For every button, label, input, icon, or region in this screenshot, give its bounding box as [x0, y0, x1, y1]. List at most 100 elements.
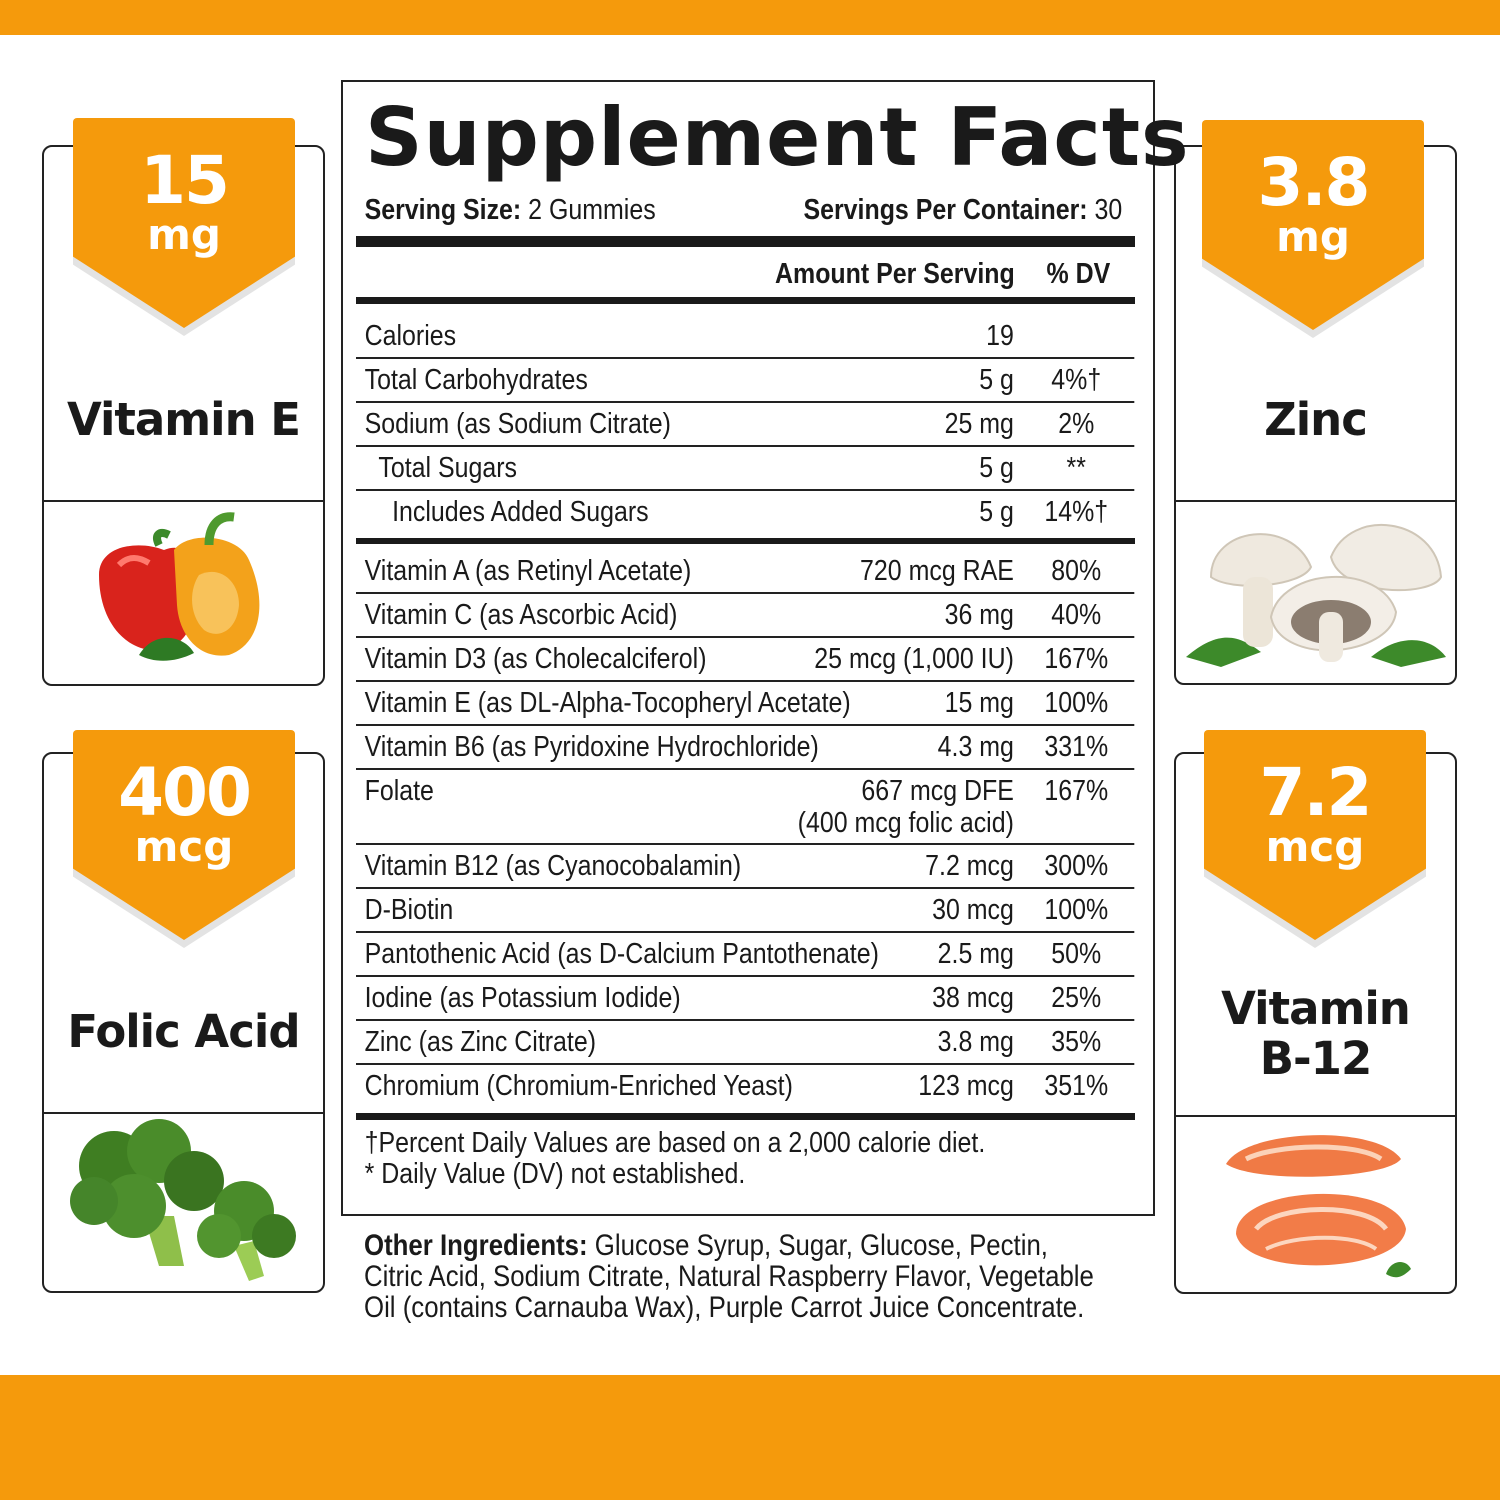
nutrient-amount: 30 mcg [932, 889, 1014, 926]
nutrient-amount: 36 mg [945, 594, 1014, 631]
nutrient-name: Total Carbohydrates [364, 364, 588, 396]
badge-unit: mcg [134, 822, 234, 871]
table-row: Pantothenic Acid (as D-Calcium Pantothen… [356, 933, 1135, 977]
table-row: Chromium (Chromium-Enriched Yeast) 123 mc… [356, 1065, 1134, 1107]
amount-value: 667 mcg DFE [861, 775, 1014, 807]
table-row: Vitamin B6 (as Pyridoxine Hydrochloride)… [356, 726, 1135, 770]
other-ingredients: Other Ingredients: Glucose Syrup, Sugar,… [364, 1230, 1112, 1323]
broccoli-icon [70, 1119, 296, 1281]
amount-value: 15 mg [944, 687, 1014, 719]
nutrient-amount: 15 mg [945, 682, 1014, 719]
nutrient-name: Vitamin B6 (as Pyridoxine Hydrochloride) [364, 731, 819, 763]
table-row: Calories 19 [356, 315, 1135, 359]
nutrient-name: Calories [364, 320, 457, 352]
nutrient-dv: 167% [1044, 775, 1109, 807]
divider [1176, 1115, 1455, 1117]
nutrient-name: Folate [364, 775, 434, 807]
table-header: Amount Per Serving % DV [356, 254, 1134, 294]
table-row: Folate 667 mcg DFE (400 mcg folic acid) 167… [356, 770, 1135, 845]
table-row: Total Sugars 5 g ** [356, 447, 1135, 491]
header-dv: % DV [1046, 258, 1111, 290]
vitamin-e-badge: 15 mg [73, 118, 295, 336]
table-row: D-Biotin 30 mcg 100% [356, 889, 1135, 933]
card-label: Vitamin E [66, 393, 301, 446]
nutrient-amount: 2.5 mg [938, 933, 1014, 970]
thick-rule [356, 297, 1135, 304]
table-row: Total Carbohydrates 5 g 4%† [356, 359, 1135, 403]
nutrient-dv: 80% [1051, 555, 1102, 587]
nutrient-amount: 123 mcg [918, 1065, 1014, 1102]
nutrient-name: Chromium (Chromium-Enriched Yeast) [364, 1070, 793, 1102]
nutrient-name: Sodium (as Sodium Citrate) [364, 408, 671, 440]
nutrient-dv: 14%† [1044, 496, 1109, 528]
amount-value: 19 [986, 320, 1014, 352]
amount-value: 5 g [979, 452, 1014, 484]
amount-value: 123 mcg [918, 1070, 1014, 1102]
card-label-line1: Vitamin [1221, 982, 1411, 1035]
badge-amount: 15 [140, 142, 230, 219]
nutrient-amount: 19 [986, 315, 1014, 352]
table-row: Vitamin C (as Ascorbic Acid) 36 mg 40% [356, 594, 1135, 638]
nutrient-amount: 4.3 mg [938, 726, 1014, 763]
top-band [0, 0, 1500, 35]
serving-line: Serving Size: 2 Gummies Servings Per Con… [356, 190, 1134, 230]
servings-value: 30 [1087, 194, 1123, 226]
amount-value: 30 mcg [932, 894, 1014, 926]
nutrient-amount: 25 mcg (1,000 IU) [814, 638, 1014, 675]
amount-value: 2.5 mg [937, 938, 1014, 970]
nutrient-dv: 2% [1058, 408, 1095, 440]
other-ingredients-text: Glucose Syrup, Sugar, Glucose, Pectin, C… [364, 1229, 1102, 1324]
vitamin-b12-badge: 7.2 mcg [1204, 730, 1426, 948]
nutrient-name: Total Sugars [378, 452, 517, 484]
facts-section-macros: Calories 19 Total Carbohydrates 5 g 4%† Sodiu… [356, 315, 1135, 533]
nutrient-name: D-Biotin [364, 894, 454, 926]
bell-pepper-icon [99, 512, 260, 661]
card-label: Folic Acid [67, 1005, 300, 1058]
badge-amount: 3.8 [1257, 144, 1371, 221]
nutrient-dv: 4%† [1051, 364, 1102, 396]
nutrient-amount: 667 mcg DFE (400 mcg folic acid) [798, 770, 1014, 839]
amount-value: 7.2 mcg [925, 850, 1014, 882]
nutrient-dv: 40% [1051, 599, 1102, 631]
amount-value: 3.8 mg [937, 1026, 1014, 1058]
nutrient-amount: 720 mcg RAE [860, 550, 1014, 587]
serving-size-value: 2 Gummies [521, 194, 656, 226]
table-row: Zinc (as Zinc Citrate) 3.8 mg 35% [356, 1021, 1135, 1065]
divider [1176, 500, 1455, 502]
amount-value: 36 mg [944, 599, 1014, 631]
serving-size-label: Serving Size: [364, 194, 522, 226]
nutrient-amount: 25 mg [945, 403, 1014, 440]
amount-value: 5 g [979, 364, 1014, 396]
nutrient-name: Zinc (as Zinc Citrate) [364, 1026, 597, 1058]
table-row: Vitamin A (as Retinyl Acetate) 720 mcg RA… [356, 550, 1135, 594]
amount-value: 25 mg [944, 408, 1014, 440]
supplement-facts-panel: Supplement Facts Serving Size: 2 Gummies… [341, 80, 1189, 1216]
nutrient-name: Vitamin B12 (as Cyanocobalamin) [364, 850, 742, 882]
nutrient-amount: 38 mcg [932, 977, 1014, 1014]
nutrient-amount: 5 g [979, 491, 1014, 528]
nutrient-name: Vitamin D3 (as Cholecalciferol) [364, 643, 707, 675]
divider [44, 500, 323, 502]
nutrient-name: Vitamin C (as Ascorbic Acid) [364, 599, 678, 631]
header-amount: Amount Per Serving [775, 258, 1015, 290]
badge-unit: mcg [1265, 822, 1365, 871]
nutrient-dv: 25% [1051, 982, 1102, 1014]
card-label: Zinc [1264, 393, 1368, 446]
badge-unit: mg [1276, 212, 1350, 261]
badge-unit: mg [147, 210, 221, 259]
salmon-icon [1226, 1135, 1411, 1278]
nutrient-name: Iodine (as Potassium Iodide) [364, 982, 681, 1014]
divider [44, 1112, 323, 1114]
nutrient-amount: 5 g [979, 447, 1014, 484]
footnotes: †Percent Daily Values are based on a 2,0… [356, 1128, 1134, 1190]
bottom-band [0, 1375, 1500, 1500]
servings-label: Servings Per Container: [803, 194, 1088, 226]
nutrient-dv: 100% [1044, 894, 1109, 926]
nutrient-dv: 351% [1044, 1070, 1109, 1102]
amount-value: 4.3 mg [937, 731, 1014, 763]
nutrient-dv: 300% [1044, 850, 1109, 882]
table-row: Vitamin D3 (as Cholecalciferol) 25 mcg (1… [356, 638, 1135, 682]
nutrient-name: Pantothenic Acid (as D-Calcium Pantothen… [364, 938, 879, 970]
nutrient-dv: ** [1066, 452, 1086, 484]
thick-rule [356, 1113, 1135, 1120]
